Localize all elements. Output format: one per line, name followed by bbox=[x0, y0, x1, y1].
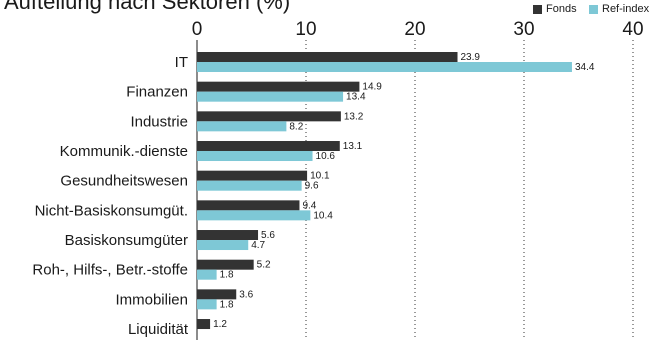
category-label-8: Immobilien bbox=[115, 291, 188, 308]
value-label-ref-index-6: 4.7 bbox=[251, 240, 265, 251]
category-label-1: Finanzen bbox=[126, 84, 188, 101]
bar-ref-index-6 bbox=[197, 240, 249, 251]
legend-label-ref-index: Ref-index bbox=[602, 3, 650, 15]
x-tick-label-30: 30 bbox=[513, 19, 534, 40]
category-label-7: Roh-, Hilfs-, Betr.-stoffe bbox=[32, 262, 188, 279]
bar-fonds-0 bbox=[197, 52, 458, 62]
bar-ref-index-8 bbox=[197, 299, 217, 310]
value-label-fonds-3: 13.1 bbox=[343, 141, 363, 152]
value-label-ref-index-0: 34.4 bbox=[575, 62, 595, 73]
bar-fonds-2 bbox=[197, 111, 341, 122]
chart-title: Aufteilung nach Sektoren (%) bbox=[4, 0, 291, 14]
legend-swatch-ref-index bbox=[589, 4, 598, 14]
bar-ref-index-1 bbox=[197, 91, 344, 102]
value-label-ref-index-5: 10.4 bbox=[313, 210, 333, 221]
value-label-fonds-6: 5.6 bbox=[261, 230, 275, 241]
category-label-4: Gesundheitswesen bbox=[60, 173, 188, 190]
bar-ref-index-7 bbox=[197, 269, 217, 280]
value-label-fonds-9: 1.2 bbox=[213, 319, 227, 330]
value-label-ref-index-8: 1.8 bbox=[220, 299, 234, 310]
bar-fonds-9 bbox=[197, 319, 211, 330]
value-label-ref-index-2: 8.2 bbox=[289, 121, 303, 132]
value-label-fonds-1: 14.9 bbox=[362, 82, 382, 93]
legend-item-ref-index: Ref-index bbox=[589, 3, 649, 15]
bar-ref-index-4 bbox=[197, 180, 302, 191]
legend-item-fonds: Fonds bbox=[533, 3, 577, 15]
x-tick-label-20: 20 bbox=[404, 19, 425, 40]
bar-ref-index-3 bbox=[197, 151, 313, 162]
bar-fonds-3 bbox=[197, 141, 340, 152]
x-tick-label-40: 40 bbox=[622, 19, 643, 40]
value-label-fonds-2: 13.2 bbox=[344, 111, 364, 122]
bar-ref-index-5 bbox=[197, 210, 311, 221]
value-label-fonds-5: 9.4 bbox=[302, 200, 316, 211]
category-label-3: Kommunik.-dienste bbox=[60, 143, 188, 160]
bar-fonds-1 bbox=[197, 81, 360, 92]
category-label-0: IT bbox=[175, 54, 188, 71]
legend-label-fonds: Fonds bbox=[546, 3, 577, 15]
x-tick-label-10: 10 bbox=[295, 19, 316, 40]
bar-fonds-4 bbox=[197, 170, 308, 181]
value-label-fonds-8: 3.6 bbox=[239, 289, 253, 300]
value-label-ref-index-7: 1.8 bbox=[220, 270, 234, 281]
x-tick-label-0: 0 bbox=[192, 19, 203, 40]
bar-fonds-7 bbox=[197, 259, 254, 270]
legend-swatch-fonds bbox=[533, 4, 542, 14]
bar-fonds-6 bbox=[197, 230, 259, 241]
value-label-ref-index-3: 10.6 bbox=[316, 151, 336, 162]
value-label-ref-index-4: 9.6 bbox=[305, 181, 319, 192]
value-label-fonds-7: 5.2 bbox=[257, 260, 271, 271]
category-label-9: Liquidität bbox=[128, 321, 189, 338]
bar-ref-index-0 bbox=[197, 62, 572, 72]
value-label-ref-index-1: 13.4 bbox=[346, 92, 366, 103]
bar-fonds-5 bbox=[197, 200, 300, 211]
value-label-fonds-0: 23.9 bbox=[461, 52, 481, 63]
bar-fonds-8 bbox=[197, 289, 237, 300]
bar-ref-index-2 bbox=[197, 121, 287, 132]
category-label-6: Basiskonsumgüter bbox=[65, 232, 188, 249]
category-label-2: Industrie bbox=[130, 113, 188, 130]
value-label-fonds-4: 10.1 bbox=[310, 171, 330, 182]
category-label-5: Nicht-Basiskonsumgüt. bbox=[35, 202, 188, 219]
